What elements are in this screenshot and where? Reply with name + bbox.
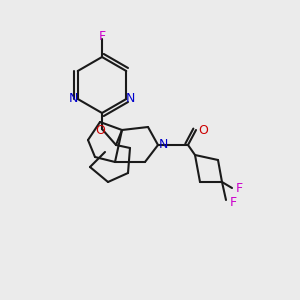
Text: O: O xyxy=(95,124,105,136)
Text: N: N xyxy=(69,92,78,106)
Text: O: O xyxy=(198,124,208,136)
Text: F: F xyxy=(98,31,106,44)
Text: N: N xyxy=(126,92,135,106)
Text: N: N xyxy=(158,139,168,152)
Text: F: F xyxy=(236,182,243,194)
Text: F: F xyxy=(230,196,237,208)
